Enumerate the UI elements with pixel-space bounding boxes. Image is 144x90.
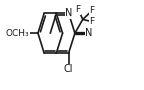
Text: N: N <box>86 28 93 38</box>
Text: F: F <box>89 17 94 26</box>
Text: N: N <box>65 8 72 18</box>
Text: F: F <box>75 5 80 14</box>
Text: F: F <box>89 6 94 15</box>
Text: Cl: Cl <box>64 64 73 74</box>
Text: OCH₃: OCH₃ <box>5 29 29 38</box>
